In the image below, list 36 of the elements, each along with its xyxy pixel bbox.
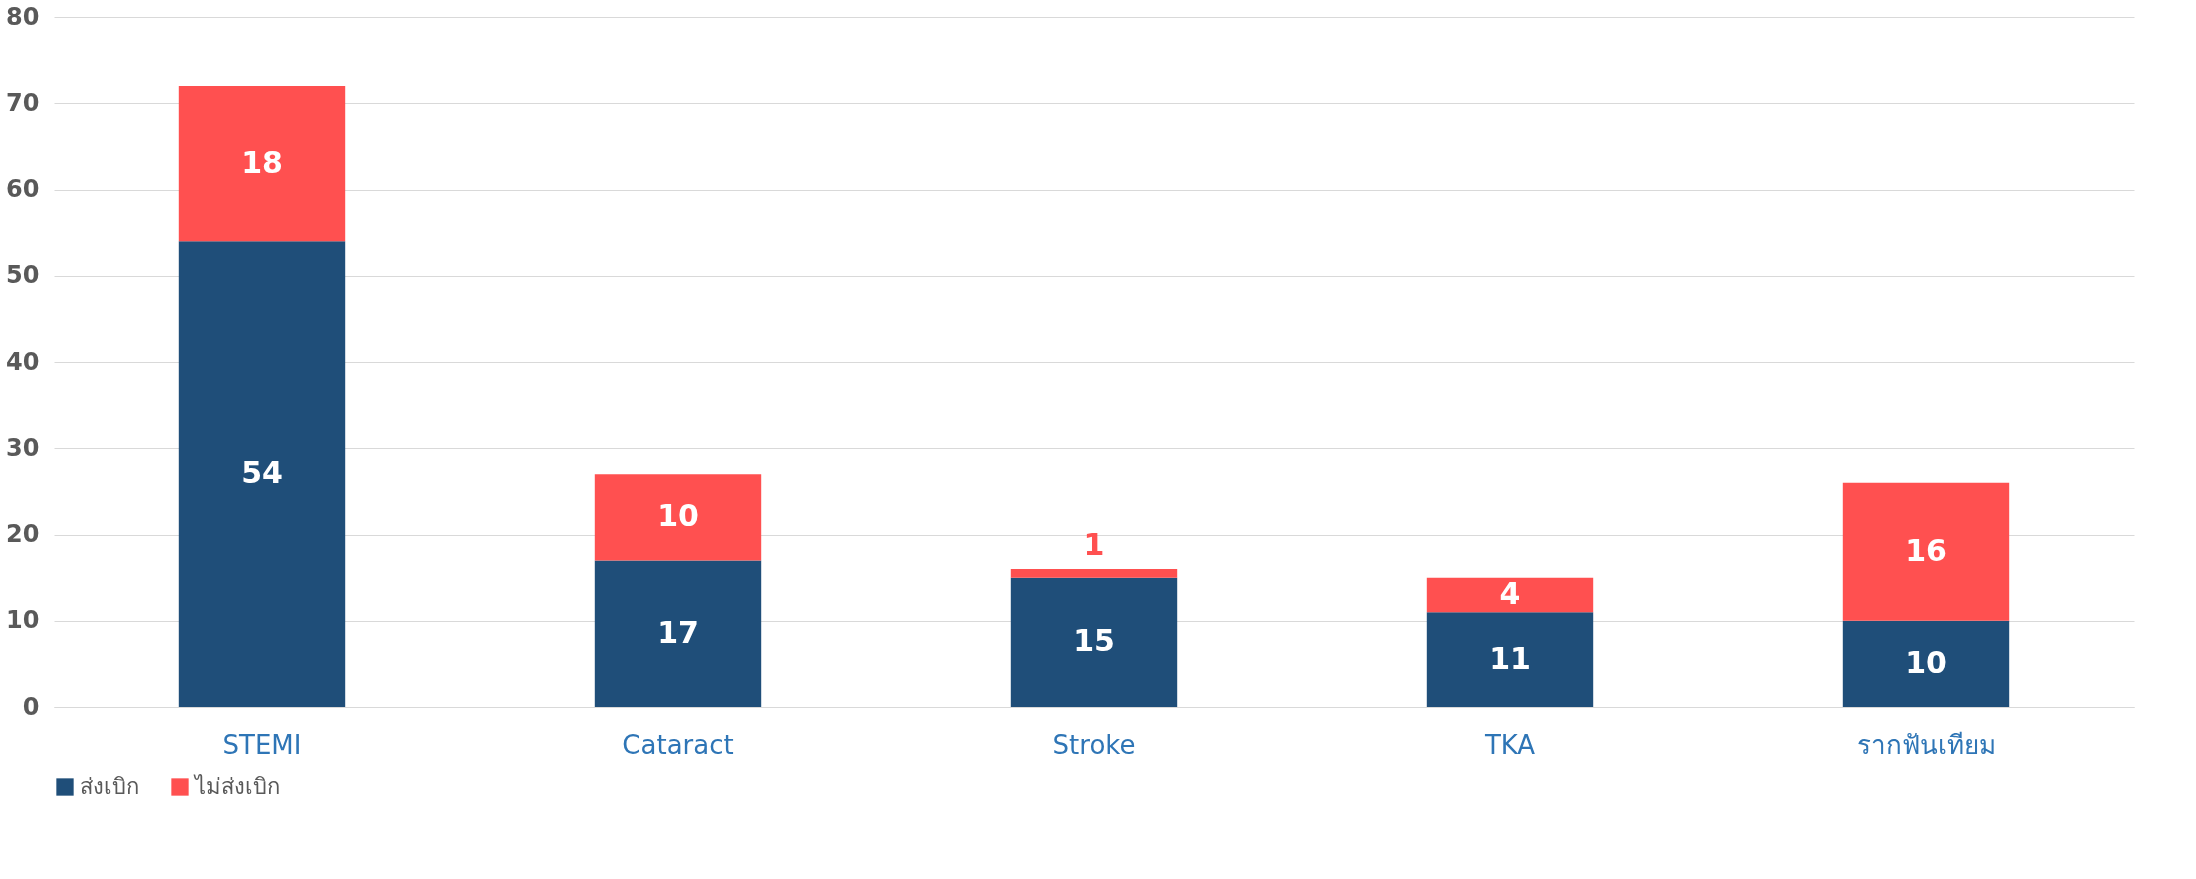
data-label: 4 [1499, 575, 1521, 611]
data-label: 1 [1083, 527, 1105, 562]
bar [1010, 577, 1178, 707]
data-label: 15 [1073, 623, 1115, 659]
bar [178, 241, 346, 707]
x-tick-label: STEMI [222, 729, 302, 760]
bar [594, 474, 762, 561]
x-tick-label: Cataract [622, 729, 734, 760]
y-tick-label: 20 [6, 520, 40, 548]
legend-label: ส่งเบิก [80, 774, 139, 799]
y-tick-label: 0 [22, 692, 40, 721]
data-label: 16 [1905, 532, 1947, 568]
x-tick-label: รากฟันเทียม [1856, 729, 1996, 760]
bar [1426, 577, 1594, 613]
x-tick-label: Stroke [1052, 729, 1136, 760]
bar [594, 560, 762, 707]
y-tick-label: 60 [6, 175, 40, 203]
data-label: 10 [657, 498, 699, 534]
data-label: 10 [1905, 644, 1947, 680]
bar [1426, 612, 1594, 707]
data-label: 18 [241, 144, 283, 180]
y-tick-label: 30 [6, 433, 40, 462]
bar [1842, 482, 2010, 621]
data-label: 54 [241, 455, 283, 491]
bar [1842, 620, 2010, 707]
y-tick-label: 50 [6, 261, 40, 290]
legend-label: ไม่ส่งเบิก [193, 774, 280, 799]
y-tick-label: 80 [6, 2, 40, 31]
x-tick-label: TKA [1483, 729, 1536, 760]
data-label: 11 [1489, 640, 1531, 676]
y-tick-label: 40 [6, 347, 40, 376]
data-label: 17 [657, 614, 699, 650]
bar [178, 86, 346, 242]
y-tick-label: 10 [6, 606, 40, 635]
y-tick-label: 70 [6, 88, 40, 117]
bar [1010, 569, 1178, 578]
